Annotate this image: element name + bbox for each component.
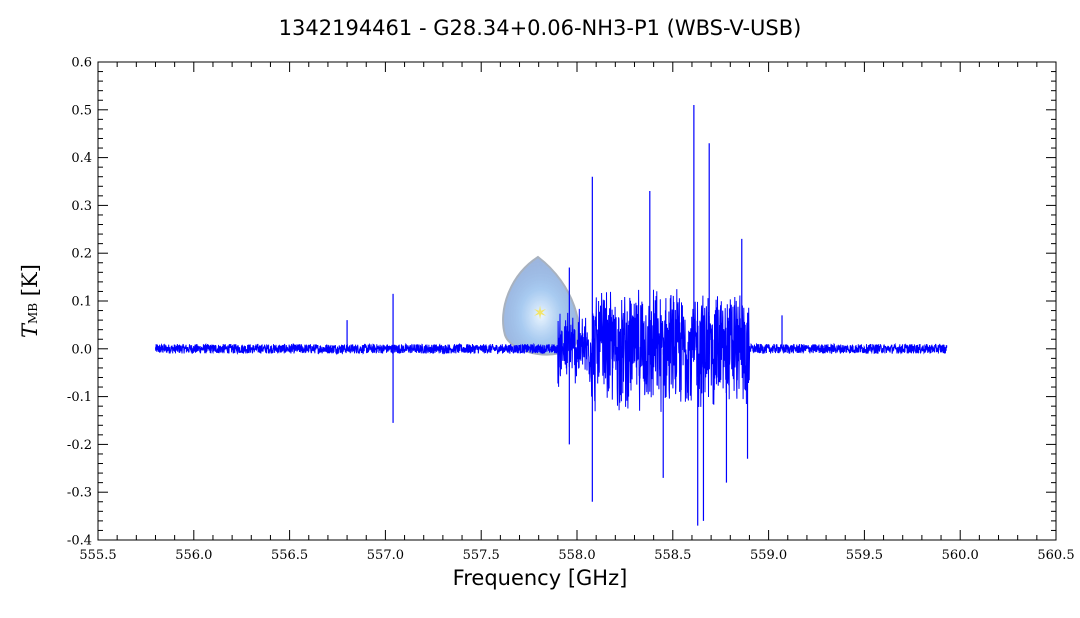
y-tick-label: 0.1	[71, 295, 92, 310]
axis-ticks	[97, 61, 1057, 541]
y-tick-label: 0.4	[71, 151, 92, 166]
x-tick-label: 558.5	[654, 548, 691, 563]
tick-labels: 555.5 556.0 556.5 557.0 557.5 558.0 558.5 559.0…	[67, 56, 1075, 564]
y-tick-label: -0.3	[67, 486, 92, 501]
y-axis-label-unit: [K]	[18, 264, 42, 297]
y-tick-label: 0.6	[71, 56, 92, 71]
x-tick-label: 559.0	[750, 548, 787, 563]
y-axis-label-sub: MB	[26, 302, 40, 324]
chart-title: 1342194461 - G28.34+0.06-NH3-P1 (WBS-V-U…	[278, 16, 802, 40]
x-tick-label: 556.5	[271, 548, 308, 563]
x-axis-label: Frequency [GHz]	[452, 566, 628, 590]
y-tick-label: -0.2	[67, 438, 92, 453]
y-tick-label: 0.0	[71, 342, 92, 357]
y-tick-label: -0.1	[67, 390, 92, 405]
x-tick-label: 555.5	[79, 548, 116, 563]
x-tick-label: 557.5	[463, 548, 500, 563]
svg-text:✶: ✶	[532, 303, 547, 324]
x-tick-label: 558.0	[558, 548, 595, 563]
x-tick-label: 557.0	[367, 548, 404, 563]
x-tick-label: 560.0	[942, 548, 979, 563]
x-tick-label: 560.5	[1037, 548, 1074, 563]
y-tick-label: 0.2	[71, 247, 92, 262]
y-tick-label: 0.5	[71, 103, 92, 118]
spectrum-line	[155, 289, 948, 412]
y-tick-label: -0.4	[67, 534, 92, 549]
y-tick-label: 0.3	[71, 199, 92, 214]
x-tick-label: 556.0	[175, 548, 212, 563]
y-axis-label-main: T	[18, 323, 42, 338]
y-axis-label: TMB [K]	[18, 264, 42, 338]
x-tick-label: 559.5	[846, 548, 883, 563]
spectrum-series	[155, 105, 948, 526]
plot-frame	[97, 61, 1057, 541]
